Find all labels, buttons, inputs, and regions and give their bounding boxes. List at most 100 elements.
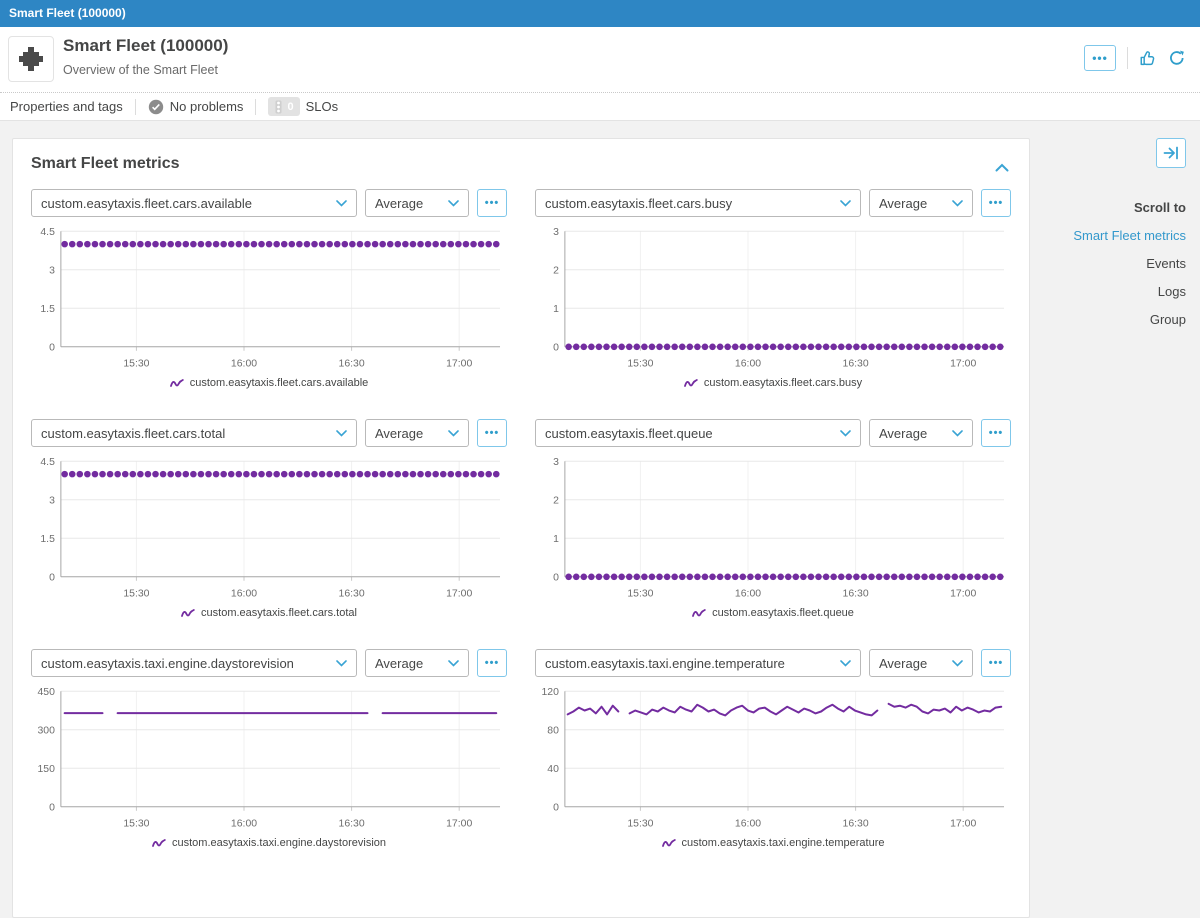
svg-text:4.5: 4.5	[40, 457, 55, 468]
thumbs-up-button[interactable]	[1139, 49, 1157, 67]
chart-legend-item[interactable]: custom.easytaxis.taxi.engine.daystorevis…	[31, 837, 507, 849]
metric-select[interactable]: custom.easytaxis.taxi.engine.temperature	[535, 649, 861, 677]
chart-more-button[interactable]: •••	[981, 649, 1011, 677]
svg-text:17:00: 17:00	[446, 589, 472, 600]
svg-text:3: 3	[553, 227, 559, 238]
aggregation-select[interactable]: Average	[365, 189, 469, 217]
metric-select[interactable]: custom.easytaxis.fleet.cars.total	[31, 419, 357, 447]
chart-more-button[interactable]: •••	[477, 419, 507, 447]
traffic-light-icon	[275, 100, 282, 113]
svg-text:16:30: 16:30	[843, 359, 869, 370]
metric-select-value: custom.easytaxis.fleet.cars.busy	[545, 195, 733, 211]
chevron-down-icon	[336, 199, 347, 207]
aggregation-select[interactable]: Average	[365, 419, 469, 447]
charts-grid: custom.easytaxis.fleet.cars.available Av…	[31, 189, 1011, 849]
header-more-button[interactable]: •••	[1084, 45, 1116, 71]
svg-text:450: 450	[37, 687, 55, 698]
line-series-icon	[181, 609, 195, 617]
main-content: Smart Fleet metrics custom.easytaxis.fle…	[0, 121, 1200, 918]
chart-canvas[interactable]: 15:30 16:00 16:30 17:00 0 1 2 3	[535, 223, 1011, 375]
chart-panel: custom.easytaxis.taxi.engine.daystorevis…	[31, 649, 507, 849]
svg-text:15:30: 15:30	[123, 819, 149, 830]
line-series-icon	[169, 379, 184, 387]
svg-text:0: 0	[49, 342, 55, 353]
svg-text:3: 3	[49, 495, 55, 506]
svg-text:16:00: 16:00	[735, 359, 761, 370]
tab-slos[interactable]: 0 SLOs	[268, 97, 338, 116]
chart-legend-item[interactable]: custom.easytaxis.fleet.cars.busy	[535, 377, 1011, 389]
metric-select[interactable]: custom.easytaxis.fleet.cars.busy	[535, 189, 861, 217]
aggregation-value: Average	[879, 425, 928, 441]
svg-text:15:30: 15:30	[627, 819, 653, 830]
window-title: Smart Fleet (100000)	[9, 6, 126, 20]
svg-text:17:00: 17:00	[950, 589, 976, 600]
svg-text:17:00: 17:00	[446, 359, 472, 370]
ellipsis-icon: •••	[484, 197, 500, 209]
scroll-link-logs[interactable]: Logs	[1157, 284, 1186, 299]
chart-legend-item[interactable]: custom.easytaxis.fleet.cars.available	[31, 377, 507, 389]
chart-more-button[interactable]: •••	[477, 649, 507, 677]
chart-legend-item[interactable]: custom.easytaxis.taxi.engine.temperature	[535, 837, 1011, 849]
svg-text:15:30: 15:30	[123, 589, 149, 600]
line-series-icon	[683, 379, 698, 387]
scroll-to-rail: Scroll to Smart Fleet metrics Events Log…	[1030, 121, 1200, 869]
svg-text:40: 40	[547, 764, 559, 775]
page-title: Smart Fleet (100000)	[63, 36, 229, 55]
page-subtitle: Overview of the Smart Fleet	[63, 63, 218, 77]
aggregation-select[interactable]: Average	[365, 649, 469, 677]
chart-more-button[interactable]: •••	[981, 419, 1011, 447]
chevron-down-icon	[840, 199, 851, 207]
metric-select[interactable]: custom.easytaxis.fleet.queue	[535, 419, 861, 447]
aggregation-select[interactable]: Average	[869, 419, 973, 447]
aggregation-select[interactable]: Average	[869, 649, 973, 677]
svg-text:0: 0	[553, 802, 559, 813]
chevron-down-icon	[336, 429, 347, 437]
svg-text:16:00: 16:00	[231, 359, 257, 370]
chart-canvas[interactable]: 15:30 16:00 16:30 17:00 0 1.5 3 4.5	[31, 223, 507, 375]
svg-text:0: 0	[49, 802, 55, 813]
chart-legend-item[interactable]: custom.easytaxis.fleet.cars.total	[31, 607, 507, 619]
svg-text:16:30: 16:30	[339, 589, 365, 600]
metric-select[interactable]: custom.easytaxis.fleet.cars.available	[31, 189, 357, 217]
chart-panel: custom.easytaxis.fleet.queue Average •••…	[535, 419, 1011, 619]
chart-more-button[interactable]: •••	[981, 189, 1011, 217]
line-series-icon	[692, 609, 706, 617]
collapse-card-button[interactable]	[995, 159, 1009, 177]
svg-text:16:00: 16:00	[735, 589, 761, 600]
aggregation-value: Average	[375, 195, 424, 211]
tab-properties-and-tags[interactable]: Properties and tags	[10, 99, 123, 114]
collapse-rail-button[interactable]	[1156, 138, 1186, 168]
chart-panel: custom.easytaxis.taxi.engine.temperature…	[535, 649, 1011, 849]
chart-legend-item[interactable]: custom.easytaxis.fleet.queue	[535, 607, 1011, 619]
chevron-up-icon	[995, 163, 1009, 172]
line-series-icon	[152, 839, 166, 847]
chart-canvas[interactable]: 15:30 16:00 16:30 17:00 0 150 300 450	[31, 683, 507, 835]
tab-problems[interactable]: No problems	[148, 99, 243, 115]
chart-canvas[interactable]: 15:30 16:00 16:30 17:00 0 1 2 3	[535, 453, 1011, 605]
refresh-button[interactable]	[1168, 49, 1186, 67]
chevron-down-icon	[952, 429, 963, 437]
line-series-icon	[661, 839, 676, 847]
chart-more-button[interactable]: •••	[477, 189, 507, 217]
chart-canvas[interactable]: 15:30 16:00 16:30 17:00 0 40 80 120	[535, 683, 1011, 835]
chart-canvas[interactable]: 15:30 16:00 16:30 17:00 0 1.5 3 4.5	[31, 453, 507, 605]
scroll-link-events[interactable]: Events	[1146, 256, 1186, 271]
svg-text:15:30: 15:30	[123, 359, 149, 370]
aggregation-value: Average	[375, 655, 424, 671]
svg-text:120: 120	[541, 687, 559, 698]
svg-text:15:30: 15:30	[627, 359, 653, 370]
legend-label: custom.easytaxis.taxi.engine.daystorevis…	[172, 837, 386, 849]
divider	[255, 98, 257, 115]
aggregation-select[interactable]: Average	[869, 189, 973, 217]
scroll-link-smart-fleet-metrics[interactable]: Smart Fleet metrics	[1073, 228, 1186, 243]
metric-select[interactable]: custom.easytaxis.taxi.engine.daystorevis…	[31, 649, 357, 677]
svg-text:16:30: 16:30	[843, 589, 869, 600]
svg-text:80: 80	[547, 725, 559, 736]
chevron-down-icon	[952, 659, 963, 667]
custom-device-icon	[8, 36, 54, 82]
divider	[134, 98, 136, 115]
scroll-link-group[interactable]: Group	[1149, 312, 1186, 327]
svg-text:3: 3	[49, 265, 55, 276]
chevron-down-icon	[840, 659, 851, 667]
metric-select-value: custom.easytaxis.taxi.engine.daystorevis…	[41, 655, 294, 671]
